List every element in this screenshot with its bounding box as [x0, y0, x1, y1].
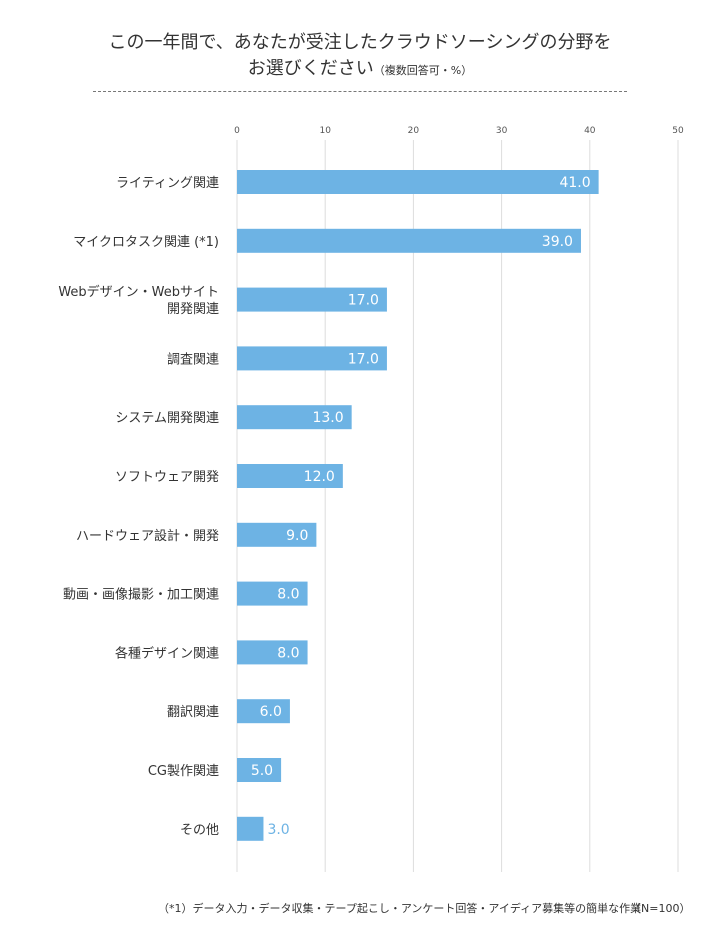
category-label: ハードウェア設計・開発	[76, 528, 219, 544]
bar	[237, 640, 308, 665]
data-label: 3.0	[267, 822, 289, 838]
category-label: 各種デザイン関連	[115, 645, 219, 661]
title-line1: この一年間で、あなたが受注したクラウドソーシングの分野を	[108, 32, 612, 53]
data-label: 8.0	[277, 645, 299, 661]
tick-label: 20	[408, 126, 420, 136]
category-label: 翻訳関連	[167, 705, 219, 720]
title-note: （複数回答可・%）	[373, 64, 473, 77]
category-label: 調査関連	[167, 352, 219, 367]
category-label: マイクロタスク関連 (*1)	[73, 235, 219, 250]
title-divider	[93, 91, 627, 92]
category-label: ライティング関連	[116, 176, 219, 191]
data-label: 41.0	[559, 175, 590, 191]
data-label: 17.0	[348, 293, 379, 309]
data-label: 5.0	[251, 763, 273, 779]
tick-label: 40	[584, 126, 596, 136]
tick-label: 30	[496, 126, 508, 136]
category-label: 動画・画像撮影・加工関連	[63, 587, 219, 603]
chart-title: この一年間で、あなたが受注したクラウドソーシングの分野を お選びください（複数回…	[0, 30, 720, 84]
bar	[237, 228, 581, 253]
footnote: （*1）データ入力・データ収集・テープ起こし・アンケート回答・アイディア募集等の…	[158, 902, 642, 915]
data-label: 8.0	[277, 587, 299, 603]
title-line2-wrap: お選びください（複数回答可・%）	[0, 56, 720, 84]
data-label: 39.0	[542, 234, 573, 250]
bar	[237, 170, 599, 194]
bar	[237, 287, 387, 312]
data-label: 12.0	[304, 469, 335, 485]
tick-label: 0	[234, 126, 240, 136]
bar	[237, 346, 387, 371]
bar	[237, 758, 282, 782]
tick-label: 50	[672, 126, 684, 136]
category-label: ソフトウェア開発	[115, 470, 219, 485]
title-line2: お選びください	[247, 58, 374, 79]
data-label: 13.0	[312, 410, 343, 426]
category-label: その他	[180, 823, 219, 838]
bar	[237, 464, 343, 488]
category-label: CG製作関連	[148, 764, 219, 779]
bar	[237, 816, 264, 841]
sample-size: （N=100）	[630, 902, 691, 915]
data-label: 6.0	[260, 704, 282, 720]
tick-label: 10	[319, 126, 331, 136]
bar	[237, 699, 290, 724]
bar	[237, 522, 317, 547]
bar	[237, 405, 352, 430]
category-label: Webデザイン・Webサイト	[58, 284, 219, 300]
category-label: 開発関連	[167, 302, 219, 317]
category-label: システム開発関連	[115, 411, 219, 426]
data-label: 17.0	[348, 351, 379, 367]
data-label: 9.0	[286, 528, 308, 544]
bar	[237, 581, 308, 606]
